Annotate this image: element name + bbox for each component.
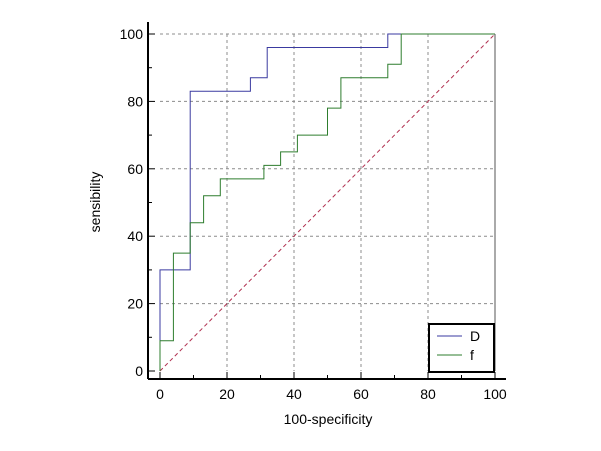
legend: D f [428,323,495,373]
x-tick-label-100: 100 [483,386,507,402]
series-line-d [159,33,495,371]
y-tick-label-60: 60 [127,161,143,177]
legend-label-d: D [470,328,480,344]
legend-box [428,323,495,373]
x-tick-label-20: 20 [219,386,235,402]
reference-line-group [159,33,496,372]
y-tick-label-0: 0 [135,363,143,379]
y-tick-label-40: 40 [127,228,143,244]
reference-diagonal-line [159,33,496,372]
y-tick-label-20: 20 [127,296,143,312]
series-line-f [159,33,495,371]
x-axis-label: 100-specificity [284,411,373,427]
y-tick-label-100: 100 [120,26,144,42]
tick-group: 0 20 40 60 80 100 0 20 40 60 80 100 [120,26,507,402]
x-tick-label-80: 80 [420,386,436,402]
x-tick-label-0: 0 [156,386,164,402]
x-tick-label-40: 40 [286,386,302,402]
series-group [159,33,495,371]
legend-label-f: f [470,347,474,363]
y-axis-label: sensibility [87,172,103,233]
y-tick-label-80: 80 [127,93,143,109]
x-tick-label-60: 60 [353,386,369,402]
